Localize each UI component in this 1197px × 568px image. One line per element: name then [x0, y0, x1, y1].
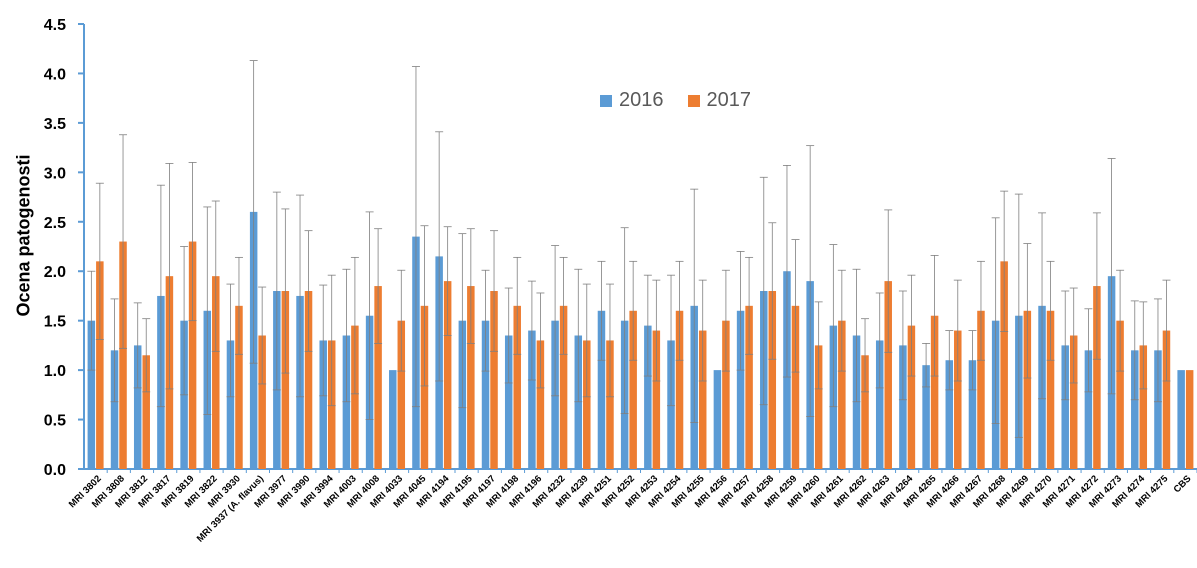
bar-2016-2 — [133, 345, 142, 469]
bar-2017-42 — [1069, 335, 1078, 469]
bar-2017-24 — [652, 330, 661, 469]
bar-2016-36 — [922, 365, 930, 469]
bar-2016-38 — [968, 360, 977, 469]
bar-2016-10 — [319, 340, 327, 469]
bar-2017-35 — [907, 325, 916, 469]
chart-legend: 2016 2017 — [600, 89, 751, 112]
legend-label-2016: 2016 — [619, 89, 664, 111]
bar-2017-11 — [351, 325, 359, 469]
bar-2017-46 — [1162, 330, 1171, 469]
bar-2017-43 — [1093, 286, 1101, 469]
y-tick-label: 2.5 — [44, 215, 66, 232]
bar-2017-22 — [606, 340, 614, 469]
bar-2017-37 — [954, 330, 962, 469]
bar-2017-26 — [698, 330, 707, 469]
bar-2017-32 — [838, 320, 846, 469]
bar-2016-45 — [1131, 350, 1139, 469]
bar-2017-16 — [467, 286, 475, 469]
legend-item-2016: 2016 — [600, 89, 664, 112]
legend-swatch-2016 — [600, 94, 612, 107]
y-tick-label: 4.0 — [44, 66, 66, 83]
legend-label-2017: 2017 — [706, 89, 752, 111]
y-axis-label: Ocena patogenosti — [13, 154, 34, 317]
bar-2017-29 — [768, 291, 777, 469]
bar-2017-31 — [814, 345, 823, 469]
bar-2016-6 — [226, 340, 235, 469]
bar-2017-40 — [1023, 310, 1032, 469]
bar-2016-1 — [110, 350, 119, 469]
bar-2016-19 — [528, 330, 536, 469]
y-tick-label: 2.0 — [44, 264, 66, 281]
bar-2016-21 — [574, 335, 583, 469]
bar-2017-47 — [1185, 370, 1194, 469]
bar-2017-0 — [96, 261, 104, 469]
bar-2017-25 — [675, 310, 684, 469]
bar-2017-28 — [745, 305, 753, 469]
bar-2016-35 — [899, 345, 907, 469]
bar-2017-12 — [374, 286, 382, 469]
legend-swatch-2017 — [687, 94, 700, 107]
bar-2016-11 — [342, 335, 351, 469]
y-tick-label: 0.5 — [44, 413, 66, 430]
bar-2017-21 — [583, 340, 591, 469]
bar-2017-19 — [536, 340, 545, 469]
bar-2017-5 — [212, 276, 220, 469]
bar-2017-6 — [235, 305, 243, 469]
bar-2016-27 — [713, 370, 722, 469]
bar-2016-0 — [87, 320, 96, 469]
bar-2017-2 — [142, 355, 150, 469]
legend-item-2017: 2017 — [687, 89, 752, 112]
bar-2017-41 — [1046, 310, 1055, 469]
bar-2016-22 — [597, 310, 606, 469]
bar-2017-14 — [420, 305, 429, 469]
bar-2016-47 — [1177, 370, 1185, 469]
bar-2017-1 — [119, 241, 127, 469]
y-tick-label: 1.0 — [44, 363, 66, 380]
y-tick-label: 4.5 — [44, 17, 66, 34]
bar-2016-33 — [852, 335, 861, 469]
bar-2016-24 — [644, 325, 652, 469]
bar-2017-39 — [1000, 261, 1008, 469]
bar-2017-17 — [490, 291, 498, 469]
y-tick-label: 1.5 — [44, 314, 66, 331]
y-tick-label: 0.0 — [44, 462, 66, 479]
bar-2017-8 — [281, 291, 290, 469]
bar-2017-7 — [258, 335, 266, 469]
bar-2016-43 — [1084, 350, 1093, 469]
bar-2016-18 — [504, 335, 513, 469]
bar-2017-38 — [977, 310, 985, 469]
bar-2016-37 — [945, 360, 954, 469]
bar-2017-23 — [629, 310, 637, 469]
bar-2017-33 — [861, 355, 869, 469]
bar-2016-13 — [389, 370, 397, 469]
bar-2017-45 — [1139, 345, 1148, 469]
bar-2017-27 — [722, 320, 730, 469]
bar-2017-4 — [188, 241, 197, 469]
y-tick-label: 3.0 — [44, 165, 66, 182]
bar-2016-34 — [875, 340, 884, 469]
bar-2017-34 — [884, 281, 892, 469]
bar-2017-15 — [443, 281, 452, 469]
bar-2017-44 — [1116, 320, 1124, 469]
bar-2017-13 — [397, 320, 406, 469]
bar-2017-18 — [513, 305, 521, 469]
y-tick-label: 3.5 — [44, 116, 66, 133]
bar-2017-30 — [791, 305, 800, 469]
bar-2016-28 — [736, 310, 745, 469]
bar-2017-36 — [930, 315, 939, 469]
bar-2016-17 — [481, 320, 490, 469]
bar-2017-9 — [304, 291, 313, 469]
x-tick-label: CBS — [1172, 473, 1194, 495]
bar-2016-46 — [1154, 350, 1162, 469]
bar-2016-42 — [1061, 345, 1069, 469]
bar-2017-20 — [559, 305, 568, 469]
